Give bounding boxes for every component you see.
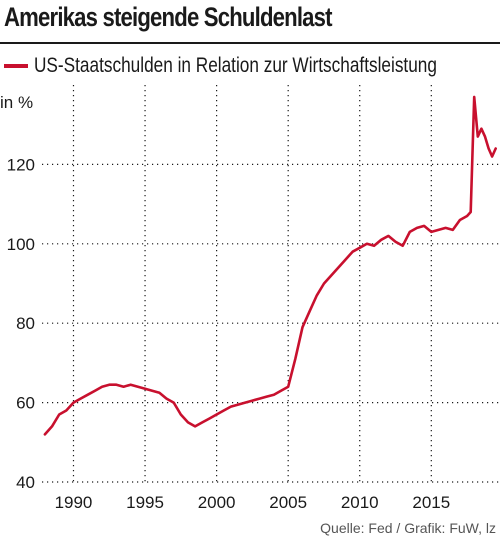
legend-swatch — [4, 64, 28, 68]
x-tick-label-2000: 2000 — [198, 493, 236, 512]
y-tick-label-120: 120 — [7, 155, 35, 174]
y-tick-label-80: 80 — [16, 314, 35, 333]
y-axis-label: in % — [0, 93, 33, 112]
legend: US-Staatschulden in Relation zur Wirtsch… — [4, 54, 500, 78]
x-tick-label-2010: 2010 — [341, 493, 379, 512]
x-tick-label-1990: 1990 — [55, 493, 93, 512]
x-tick-label-2015: 2015 — [412, 493, 450, 512]
title-divider — [0, 42, 500, 44]
chart-title: Amerikas steigende Schuldenlast — [4, 2, 333, 32]
x-tick-label-2005: 2005 — [269, 493, 307, 512]
y-tick-label-60: 60 — [16, 394, 35, 413]
legend-label: US-Staatschulden in Relation zur Wirtsch… — [34, 54, 437, 77]
y-tick-label-40: 40 — [16, 473, 35, 492]
series-line-0 — [43, 95, 497, 436]
x-tick-label-1995: 1995 — [126, 493, 164, 512]
y-tick-label-100: 100 — [7, 235, 35, 254]
source-credit: Quelle: Fed / Grafik: FuW, lz — [320, 520, 496, 536]
